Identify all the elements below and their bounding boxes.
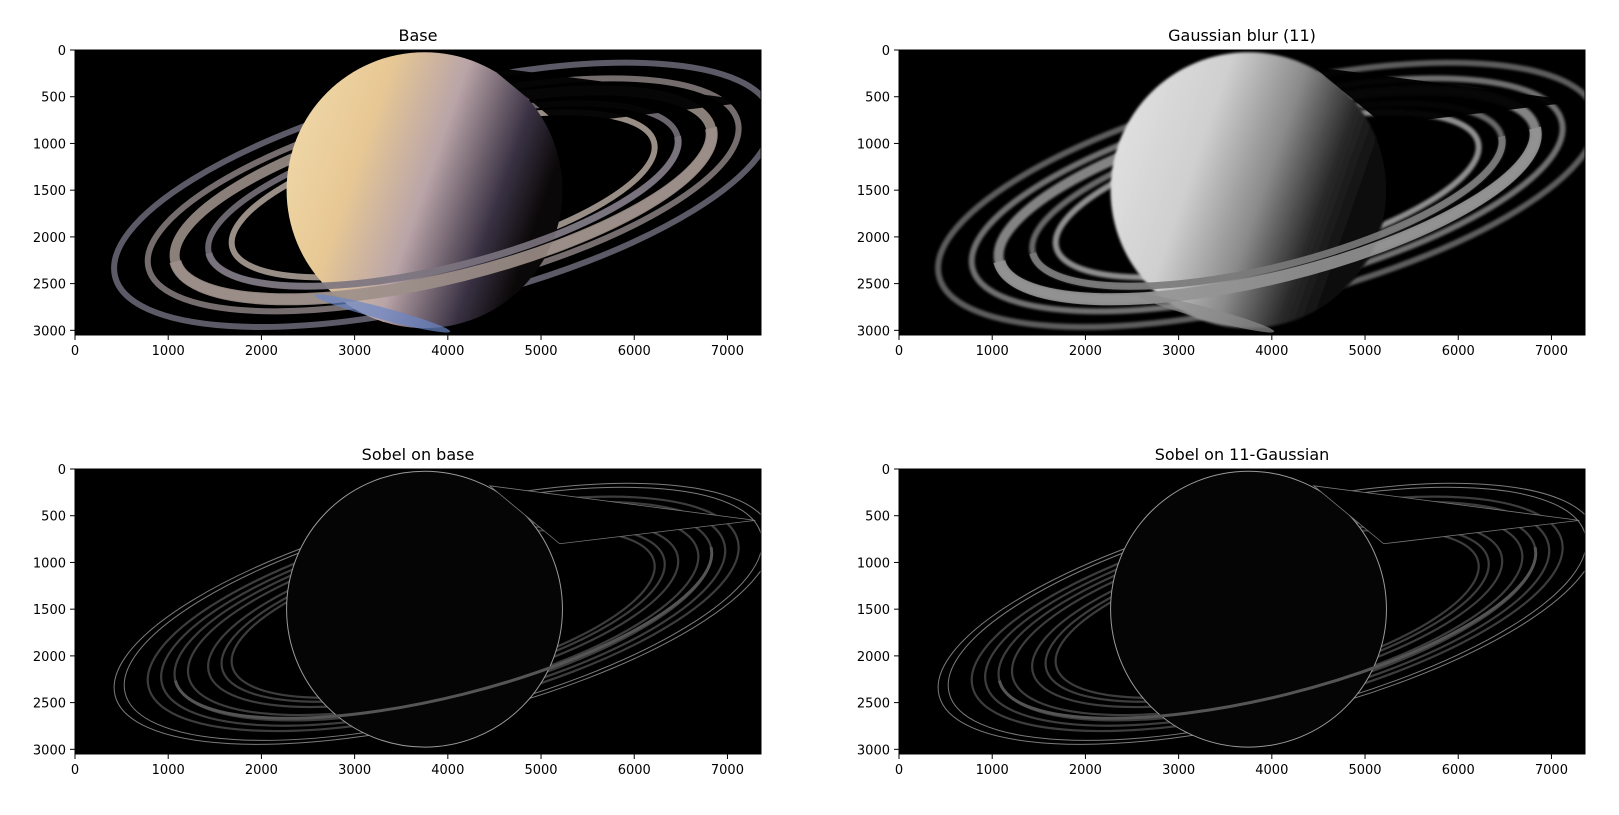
x-tick-label: 4000 xyxy=(431,344,464,359)
x-tick-label: 6000 xyxy=(618,763,651,778)
y-tick-label: 3000 xyxy=(857,324,890,339)
y-tick-label: 1500 xyxy=(857,184,890,199)
x-tick-label: 7000 xyxy=(1535,763,1568,778)
axes-frame xyxy=(898,49,1586,336)
x-tick-label: 2000 xyxy=(1069,763,1102,778)
x-tick-label: 0 xyxy=(71,344,79,359)
y-tick-label: 1500 xyxy=(33,184,66,199)
x-tick-label: 0 xyxy=(895,344,903,359)
ring-shadow xyxy=(489,66,756,125)
x-tick-label: 6000 xyxy=(1442,344,1475,359)
y-tick-label: 500 xyxy=(41,510,66,525)
shadow-edge xyxy=(1312,485,1580,545)
y-tick-label: 2000 xyxy=(857,231,890,246)
y-tick-label: 500 xyxy=(41,91,66,106)
y-tick-label: 2500 xyxy=(857,278,890,293)
x-tick-label: 5000 xyxy=(524,344,557,359)
x-tick-label: 2000 xyxy=(1069,344,1102,359)
y-tick-label: 1500 xyxy=(857,603,890,618)
x-tick-label: 1000 xyxy=(152,763,185,778)
ring-front xyxy=(169,126,718,306)
x-tick-label: 2000 xyxy=(245,344,278,359)
y-tick-label: 2500 xyxy=(33,697,66,712)
y-tick-label: 0 xyxy=(882,463,890,478)
y-tick-label: 500 xyxy=(865,91,890,106)
x-tick-label: 4000 xyxy=(1255,344,1288,359)
y-tick-label: 2500 xyxy=(857,697,890,712)
subplot-title: Sobel on base xyxy=(362,445,475,464)
axes-frame xyxy=(898,468,1586,755)
planet-edge xyxy=(1110,470,1387,748)
x-tick-label: 3000 xyxy=(338,344,371,359)
x-tick-label: 0 xyxy=(895,763,903,778)
x-tick-label: 1000 xyxy=(976,344,1009,359)
x-tick-label: 2000 xyxy=(245,763,278,778)
x-tick-label: 0 xyxy=(71,763,79,778)
y-tick-label: 3000 xyxy=(33,743,66,758)
x-tick-label: 5000 xyxy=(524,763,557,778)
edge-ring-front xyxy=(997,546,1538,720)
y-tick-label: 2500 xyxy=(33,278,66,293)
x-tick-label: 7000 xyxy=(711,344,744,359)
image-content xyxy=(899,50,1585,335)
planet-limb-glow xyxy=(1138,294,1275,333)
y-tick-label: 500 xyxy=(865,510,890,525)
x-tick-label: 1000 xyxy=(976,763,1009,778)
image-content xyxy=(899,469,1585,754)
y-tick-label: 1000 xyxy=(33,556,66,571)
ring-shadow xyxy=(1313,66,1580,125)
image-content xyxy=(75,50,761,335)
subplot-2: Gaussian blur (11)0 1000 2000 3000 4000 5000 6… xyxy=(857,26,1586,359)
x-tick-label: 4000 xyxy=(431,763,464,778)
x-tick-label: 7000 xyxy=(1535,344,1568,359)
x-tick-label: 3000 xyxy=(338,763,371,778)
shadow-edge xyxy=(488,485,756,545)
subplot-title: Sobel on 11-Gaussian xyxy=(1155,445,1330,464)
x-tick-label: 6000 xyxy=(1442,763,1475,778)
image-content xyxy=(75,469,761,754)
y-tick-label: 1500 xyxy=(33,603,66,618)
x-tick-label: 3000 xyxy=(1162,763,1195,778)
y-tick-label: 3000 xyxy=(857,743,890,758)
planet-limb-glow xyxy=(314,294,451,333)
ring-front-inner xyxy=(205,135,682,290)
x-tick-label: 4000 xyxy=(1255,763,1288,778)
subplot-4: Sobel on 11-Gaussian 0 1000 2000 3000 4000 500… xyxy=(857,445,1586,778)
y-tick-label: 2000 xyxy=(33,650,66,665)
x-tick-label: 6000 xyxy=(618,344,651,359)
y-tick-label: 1000 xyxy=(857,556,890,571)
ring-front-inner xyxy=(1029,135,1506,290)
x-tick-label: 3000 xyxy=(1162,344,1195,359)
y-tick-label: 0 xyxy=(58,44,66,59)
subplot-title: Base xyxy=(399,26,438,45)
y-tick-label: 1000 xyxy=(857,137,890,152)
subplot-1: Base 0 1000 2000 3000 4000 5000 6000 7000 0 500 100… xyxy=(33,26,762,359)
axes-frame xyxy=(74,49,762,336)
y-tick-label: 0 xyxy=(882,44,890,59)
planet-edge xyxy=(286,470,563,748)
x-tick-label: 5000 xyxy=(1348,344,1381,359)
edge-ring-front xyxy=(173,546,714,720)
x-tick-label: 5000 xyxy=(1348,763,1381,778)
subplot-title: Gaussian blur (11) xyxy=(1168,26,1316,45)
x-tick-label: 7000 xyxy=(711,763,744,778)
y-tick-label: 0 xyxy=(58,463,66,478)
x-tick-label: 1000 xyxy=(152,344,185,359)
y-tick-label: 2000 xyxy=(33,231,66,246)
axes-frame xyxy=(74,468,762,755)
y-tick-label: 2000 xyxy=(857,650,890,665)
y-tick-label: 1000 xyxy=(33,137,66,152)
y-tick-label: 3000 xyxy=(33,324,66,339)
ring-front xyxy=(993,126,1542,306)
